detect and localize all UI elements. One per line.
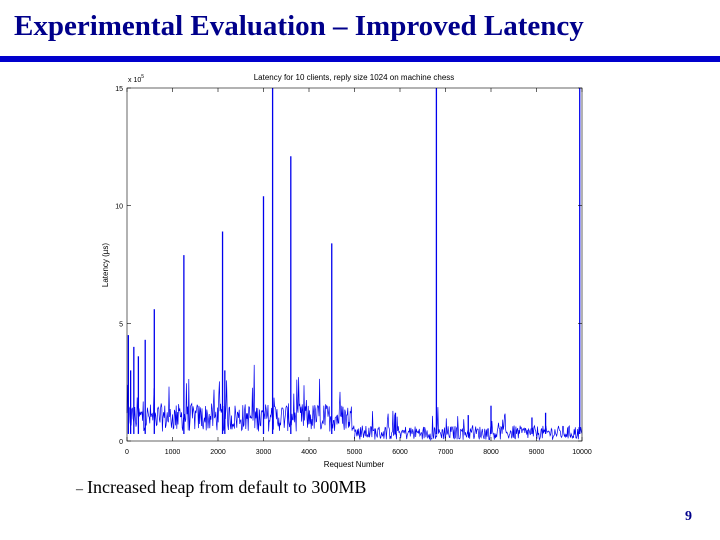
- y-tick-label: 10: [115, 204, 123, 211]
- baseline-segment-1: [354, 407, 583, 441]
- x-axis-label: Request Number: [324, 460, 385, 469]
- x-tick-label: 4000: [301, 449, 317, 456]
- x-tick-label: 6000: [392, 449, 408, 456]
- x-tick-label: 3000: [256, 449, 272, 456]
- y-axis-label: Latency (µs): [101, 243, 110, 288]
- x-tick-label: 7000: [438, 449, 454, 456]
- plot-layer: [126, 88, 583, 441]
- bullet-text: Increased heap from default to 300MB: [87, 477, 367, 497]
- bullet-point: – Increased heap from default to 300MB: [76, 477, 366, 498]
- y-tick-label: 0: [119, 439, 123, 446]
- bullet-marker: –: [76, 482, 83, 497]
- page-number: 9: [685, 509, 692, 524]
- ticks-layer: 0 1000 2000 3000 4000 5000 6000 7000 8000 9000 100…: [115, 86, 592, 456]
- x-tick-label: 0: [125, 449, 129, 456]
- x-tick-label: 9000: [529, 449, 545, 456]
- plot-frame: [126, 87, 583, 442]
- x-tick-label: 8000: [483, 449, 499, 456]
- title-rule: [0, 56, 720, 62]
- slide-title: Experimental Evaluation – Improved Laten…: [14, 10, 584, 42]
- x-tick-label: 10000: [572, 449, 592, 456]
- y-multiplier: x 105: [128, 74, 144, 84]
- y-tick-label: 15: [115, 86, 123, 93]
- baseline-segment-0: [126, 364, 355, 432]
- chart-title: Latency for 10 clients, reply size 1024 …: [254, 73, 455, 82]
- x-tick-label: 2000: [210, 449, 226, 456]
- x-tick-label: 1000: [165, 449, 181, 456]
- x-tick-label: 5000: [347, 449, 363, 456]
- y-tick-label: 5: [119, 321, 123, 328]
